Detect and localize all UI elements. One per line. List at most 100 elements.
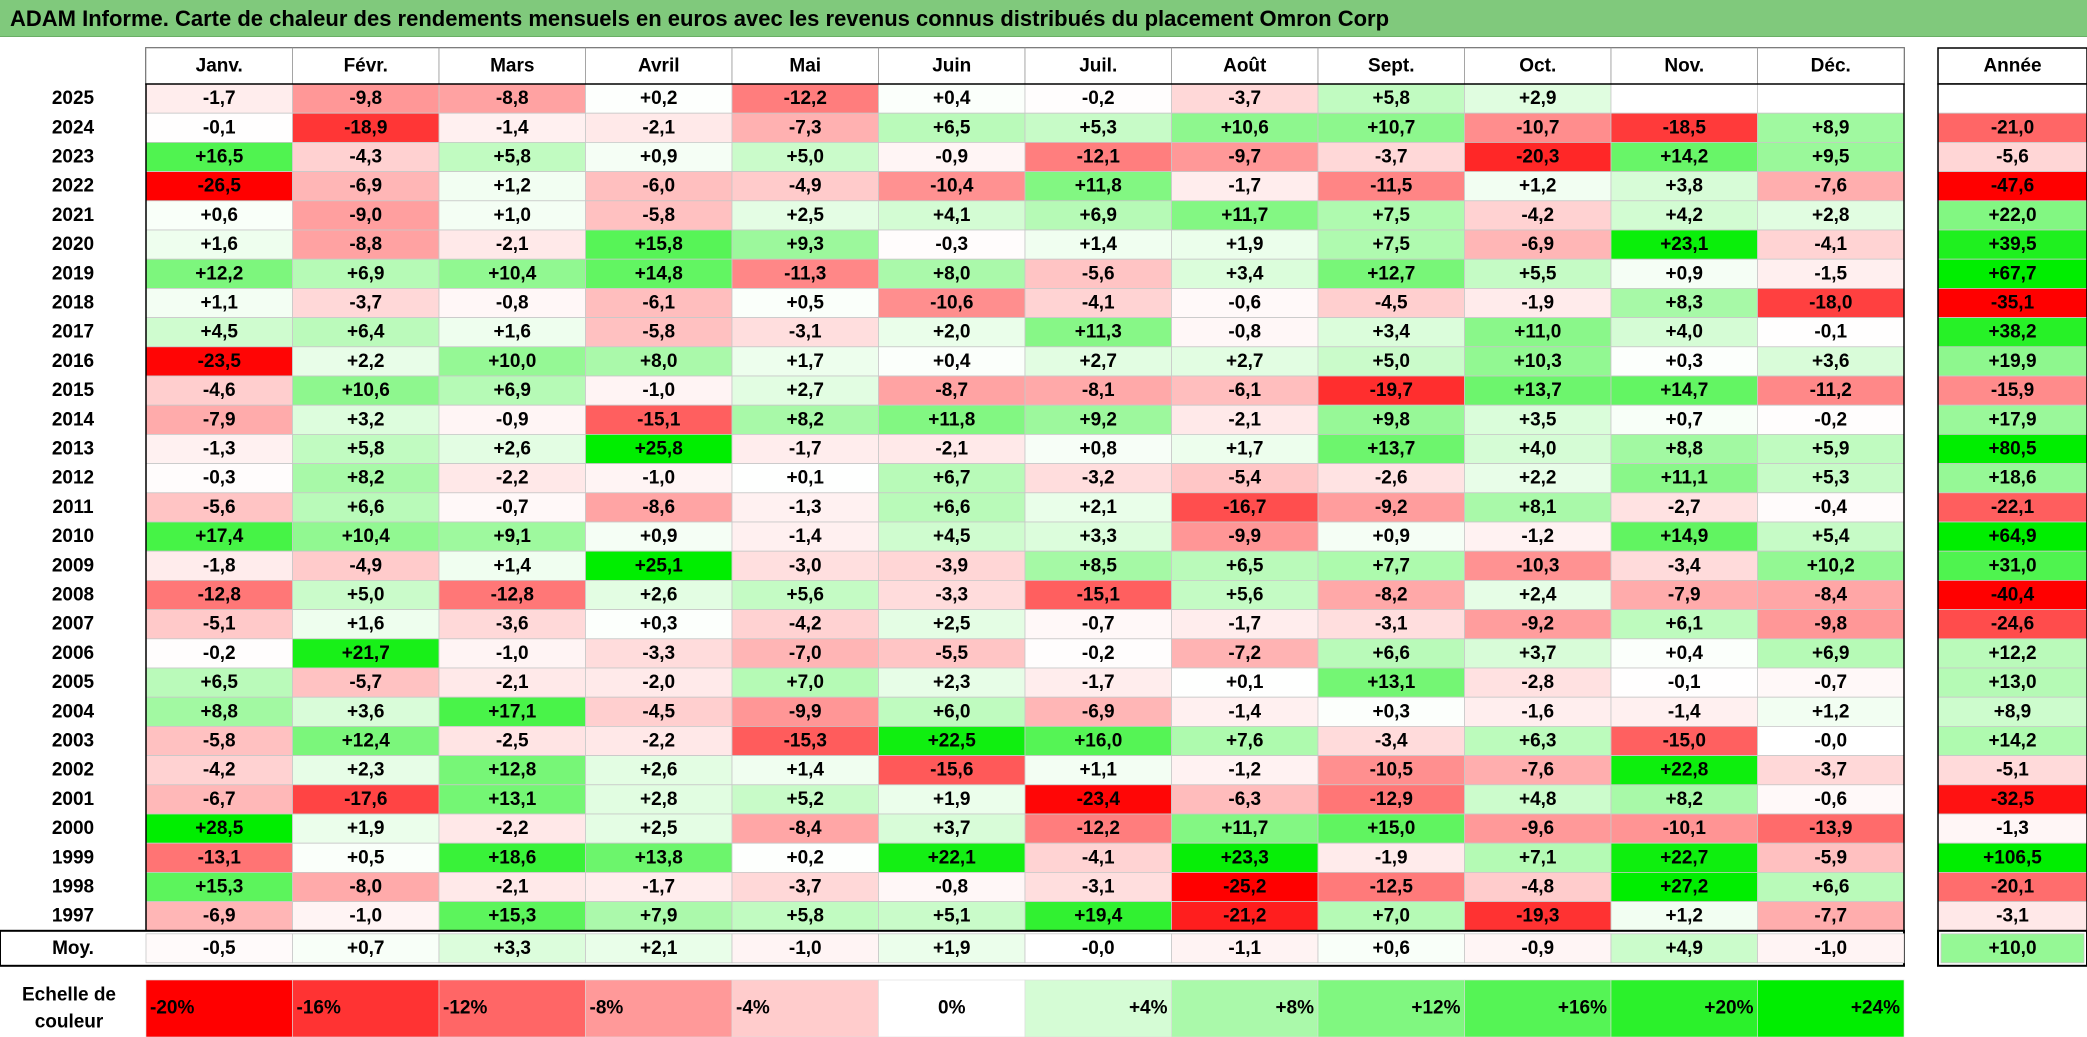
heatmap-cell bbox=[438, 638, 586, 669]
annual-cell bbox=[1937, 141, 2087, 172]
heatmap-cell-value: +1,4 bbox=[493, 555, 531, 576]
heatmap-cell-value: +7,5 bbox=[1372, 205, 1410, 226]
heatmap-cell bbox=[1317, 375, 1465, 406]
heatmap-cell-value: +10,3 bbox=[1514, 351, 1562, 372]
heatmap-cell-value: -10,7 bbox=[1516, 117, 1559, 138]
heatmap-cell bbox=[878, 755, 1026, 786]
heatmap-cell bbox=[1757, 346, 1905, 377]
year-label: 2021 bbox=[52, 205, 95, 226]
heatmap-cell-value: +0,3 bbox=[1665, 351, 1703, 372]
heatmap-cell-value: -10,5 bbox=[1370, 760, 1414, 781]
year-label: 2010 bbox=[52, 526, 94, 547]
month-header-label: Sept. bbox=[1368, 56, 1414, 77]
heatmap-cell bbox=[292, 112, 440, 143]
heatmap-cell bbox=[731, 784, 879, 815]
heatmap-cell-value: -12,5 bbox=[1370, 877, 1414, 898]
heatmap-cell bbox=[1464, 317, 1612, 348]
heatmap-cell-value: +1,2 bbox=[1665, 906, 1703, 927]
heatmap-cell bbox=[585, 667, 733, 698]
heatmap-cell-value: +2,7 bbox=[786, 380, 824, 401]
heatmap-cell-value: +11,8 bbox=[1075, 176, 1122, 197]
heatmap-cell bbox=[292, 726, 440, 757]
heatmap-cell bbox=[1024, 813, 1172, 844]
heatmap-cell-value: -0,3 bbox=[203, 468, 236, 489]
heatmap-cell-value: -0,1 bbox=[1814, 322, 1847, 343]
heatmap-cell-value: +1,6 bbox=[493, 322, 531, 343]
heatmap-cell-value: +1,2 bbox=[1812, 701, 1850, 722]
annual-cell-value: -21,0 bbox=[1991, 117, 2034, 138]
heatmap-cell-value: -6,9 bbox=[1082, 701, 1115, 722]
heatmap-cell bbox=[1024, 726, 1172, 757]
heatmap-cell bbox=[731, 404, 879, 435]
heatmap-cell bbox=[1171, 375, 1319, 406]
heatmap-cell-value: +5,6 bbox=[1226, 585, 1264, 606]
heatmap-cell bbox=[1464, 346, 1612, 377]
scale-swatch-label: +8% bbox=[1275, 998, 1314, 1019]
average-cell-value: -1,1 bbox=[1228, 938, 1261, 959]
month-header-label: Avril bbox=[638, 56, 680, 77]
heatmap-cell-value: +0,4 bbox=[1665, 643, 1703, 664]
heatmap-cell-value: -8,2 bbox=[1375, 585, 1408, 606]
heatmap-cell bbox=[438, 521, 586, 552]
heatmap-cell bbox=[1464, 404, 1612, 435]
heatmap-cell-value: +15,3 bbox=[488, 906, 536, 927]
heatmap-cell-value: +15,0 bbox=[1367, 818, 1415, 839]
heatmap-cell bbox=[1171, 112, 1319, 143]
heatmap-cell-value: -12,9 bbox=[1370, 789, 1413, 810]
heatmap-cell-value: +2,2 bbox=[347, 351, 385, 372]
month-header-label: Juil. bbox=[1079, 56, 1117, 77]
heatmap-cell bbox=[1024, 375, 1172, 406]
heatmap-cell-value: +5,0 bbox=[1372, 351, 1410, 372]
heatmap-cell-value: -13,1 bbox=[198, 847, 242, 868]
heatmap-cell-value: -8,6 bbox=[642, 497, 675, 518]
heatmap-cell-value: -6,3 bbox=[1228, 789, 1261, 810]
heatmap-cell bbox=[585, 171, 733, 202]
heatmap-cell-value: +0,1 bbox=[786, 468, 824, 489]
heatmap-cell bbox=[1024, 433, 1172, 464]
heatmap-cell-value: -0,2 bbox=[1082, 88, 1115, 109]
heatmap-cell-value: +1,7 bbox=[786, 351, 824, 372]
heatmap-cell-value: -1,7 bbox=[203, 88, 236, 109]
page-title: ADAM Informe. Carte de chaleur des rende… bbox=[10, 6, 1390, 31]
heatmap-cell bbox=[1757, 696, 1905, 727]
heatmap-cell-value: -1,6 bbox=[1521, 701, 1554, 722]
heatmap-cell-value: -0,4 bbox=[1814, 497, 1847, 518]
scale-swatch bbox=[145, 979, 293, 1037]
heatmap-cell-value: +14,7 bbox=[1660, 380, 1708, 401]
average-cell bbox=[1757, 933, 1905, 964]
heatmap-cell-value: +8,9 bbox=[1812, 117, 1850, 138]
scale-swatch-label: -12% bbox=[443, 998, 487, 1019]
heatmap-cell-value: -4,2 bbox=[789, 614, 822, 635]
heatmap-cell bbox=[585, 580, 733, 611]
heatmap-cell-value: +6,0 bbox=[933, 701, 971, 722]
heatmap-cell bbox=[1757, 813, 1905, 844]
heatmap-cell-value: -4,5 bbox=[642, 701, 675, 722]
heatmap-cell-value: -4,1 bbox=[1082, 847, 1115, 868]
heatmap-cell-value: +8,5 bbox=[1079, 555, 1117, 576]
heatmap-cell bbox=[1171, 550, 1319, 581]
heatmap-cell-value: +17,4 bbox=[195, 526, 244, 547]
heatmap-cell-value: +1,4 bbox=[786, 760, 824, 781]
annual-cell-value: +22,0 bbox=[1988, 205, 2036, 226]
month-header-label: Mars bbox=[490, 56, 534, 77]
average-annual-value: +10,0 bbox=[1988, 938, 2036, 959]
heatmap-cell-value: -9,2 bbox=[1375, 497, 1408, 518]
heatmap-cell-value: +6,9 bbox=[493, 380, 531, 401]
scale-swatch bbox=[878, 979, 1026, 1037]
year-label: 2004 bbox=[52, 701, 95, 722]
heatmap-cell bbox=[1610, 346, 1758, 377]
heatmap-cell bbox=[1024, 229, 1172, 260]
heatmap-cell bbox=[731, 346, 879, 377]
month-header-label: Déc. bbox=[1811, 56, 1851, 77]
heatmap-cell bbox=[1171, 404, 1319, 435]
annual-cell-value: +106,5 bbox=[1983, 847, 2042, 868]
heatmap-cell bbox=[1171, 463, 1319, 494]
heatmap-cell-value: +17,1 bbox=[488, 701, 537, 722]
heatmap-cell bbox=[1171, 726, 1319, 757]
heatmap-cell-value: -3,7 bbox=[1814, 760, 1847, 781]
heatmap-cell-value: -1,2 bbox=[1228, 760, 1261, 781]
heatmap-cell-value: +0,2 bbox=[786, 847, 824, 868]
month-header-cell bbox=[1610, 47, 1758, 85]
year-label: 2024 bbox=[52, 117, 95, 138]
heatmap-cell-value: -2,2 bbox=[642, 731, 675, 752]
